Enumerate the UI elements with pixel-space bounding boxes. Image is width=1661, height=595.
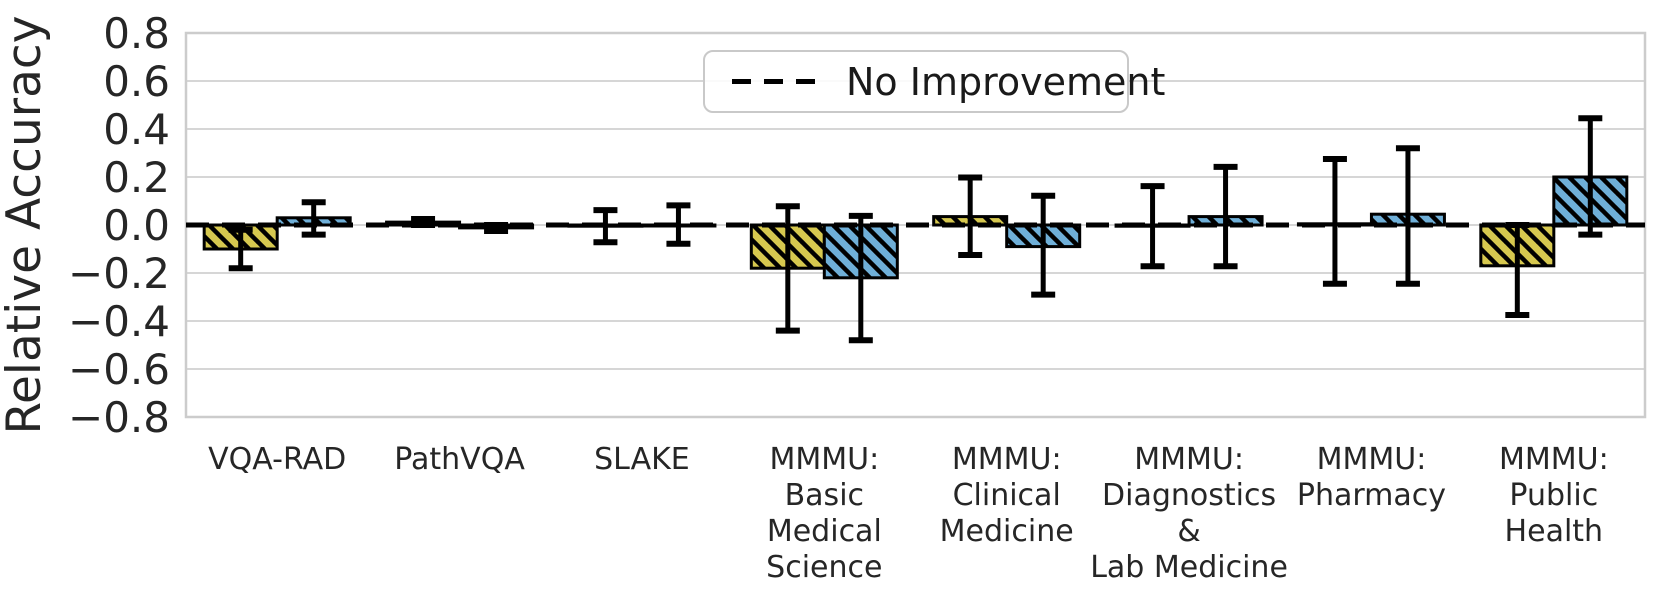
generated-chart-layers: 0.80.60.40.20.0−0.2−0.4−0.6−0.8 VQA-RAD Pa… <box>68 9 1647 585</box>
y-axis-label: Relative Accuracy <box>0 15 52 434</box>
x-tick-label: Pharmacy <box>1297 478 1446 513</box>
dashed-line-sample-icon <box>732 79 816 84</box>
y-tick-label: 0.6 <box>103 57 170 106</box>
x-tick-label: SLAKE <box>594 442 690 477</box>
x-tick-label: Medicine <box>940 514 1074 549</box>
x-tick-label: MMMU: <box>1317 442 1427 477</box>
x-tick-label: MMMU: <box>1134 442 1244 477</box>
legend-label: No Improvement <box>846 59 1166 104</box>
x-tick-label: Medical <box>767 514 882 549</box>
y-tick-label: −0.8 <box>68 393 170 442</box>
x-tick-label: Clinical <box>953 478 1061 513</box>
x-tick-label: MMMU: <box>1499 442 1609 477</box>
x-tick-label: MMMU: <box>952 442 1062 477</box>
x-tick-label: MMMU: <box>769 442 879 477</box>
y-tick-label: 0.8 <box>103 9 170 58</box>
x-tick-label: Science <box>766 550 882 585</box>
x-tick-label: & <box>1177 514 1200 549</box>
legend: No Improvement <box>703 50 1165 113</box>
y-tick-label: 0.2 <box>103 153 170 202</box>
y-tick-label: −0.2 <box>68 249 170 298</box>
x-tick-label: VQA-RAD <box>208 442 346 477</box>
x-tick-label: Diagnostics <box>1102 478 1276 513</box>
y-tick-label: 0.0 <box>103 201 170 250</box>
y-tick-label: −0.6 <box>68 345 170 394</box>
x-tick-label: Health <box>1505 514 1604 549</box>
y-tick-label: −0.4 <box>68 297 170 346</box>
x-tick-label: Basic <box>785 478 864 513</box>
x-tick-label: Public <box>1509 478 1598 513</box>
x-tick-label: Lab Medicine <box>1090 550 1288 585</box>
y-tick-label: 0.4 <box>103 105 170 154</box>
x-tick-label: PathVQA <box>394 442 525 477</box>
